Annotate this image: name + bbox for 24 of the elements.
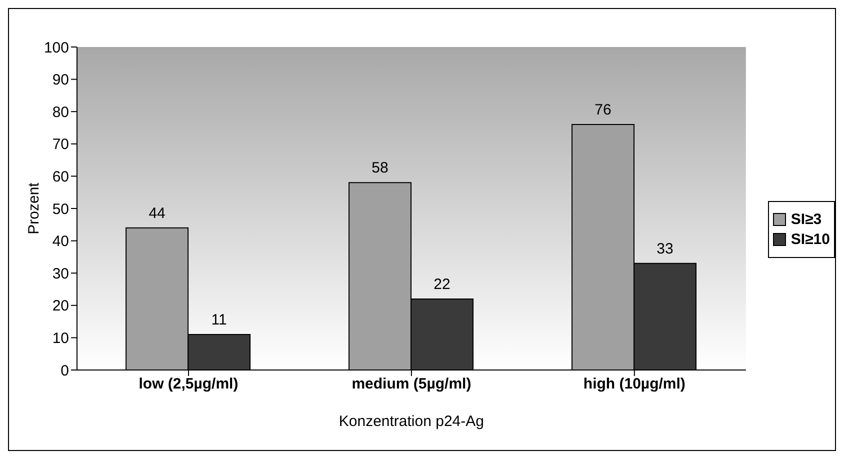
data-label: 58	[372, 160, 388, 177]
data-label: 76	[594, 102, 612, 119]
x-axis-title: Konzentration p24-Ag	[338, 413, 484, 430]
x-tick-label: low (2,5µg/ml)	[138, 376, 238, 393]
legend-label: SI≥3	[790, 211, 822, 228]
x-tick-label: high (10µg/ml)	[583, 376, 686, 393]
data-label: 33	[656, 240, 674, 258]
x-tick-label: medium (5µg/ml)	[352, 376, 472, 393]
y-tick-label: 0	[60, 362, 69, 380]
y-tick-label: 30	[52, 265, 69, 282]
y-tick-label: 40	[52, 233, 69, 250]
y-tick-label: 50	[52, 200, 69, 218]
y-tick-label: 90	[52, 72, 69, 89]
y-tick-label: 20	[52, 298, 69, 315]
data-label: 22	[434, 276, 450, 293]
y-tick-label: 70	[52, 136, 69, 154]
y-tick-label: 10	[52, 330, 69, 348]
y-axis-title: Prozent	[25, 182, 42, 234]
y-tick-label: 80	[52, 104, 69, 121]
legend-label: SI≥10	[790, 231, 830, 248]
y-tick-label: 100	[44, 39, 69, 56]
data-label: 11	[211, 311, 227, 328]
data-label: 44	[148, 204, 166, 222]
y-tick-label: 60	[52, 168, 69, 186]
